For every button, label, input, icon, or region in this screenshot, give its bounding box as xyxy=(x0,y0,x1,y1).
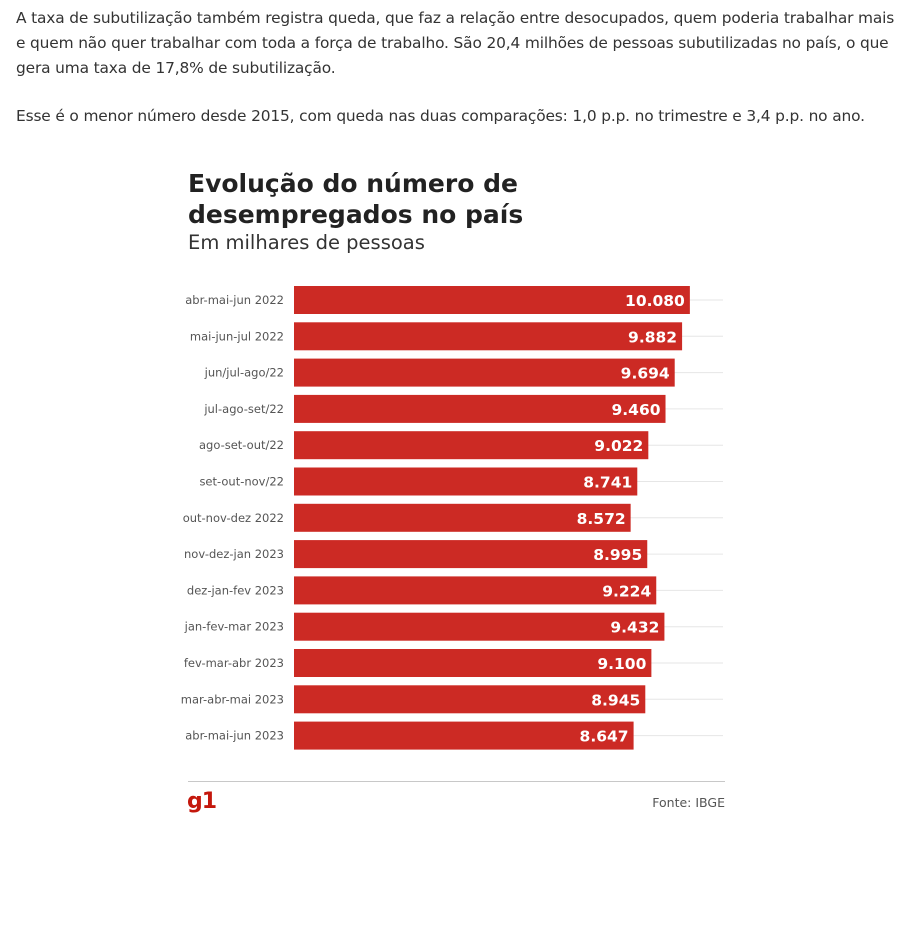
value-label: 8.572 xyxy=(577,510,626,528)
value-label: 9.100 xyxy=(597,655,646,673)
category-label: abr-mai-jun 2023 xyxy=(185,729,284,743)
bar xyxy=(294,467,638,496)
value-label: 9.882 xyxy=(628,328,677,346)
bar xyxy=(294,503,631,532)
category-label: jul-ago-set/22 xyxy=(203,402,284,416)
bar xyxy=(294,431,649,460)
article-paragraph: A taxa de subutilização também registra … xyxy=(16,9,895,77)
category-label: dez-jan-fev 2023 xyxy=(187,583,284,597)
source-note: Fonte: IBGE xyxy=(652,795,725,810)
bar xyxy=(294,286,690,314)
value-label: 9.694 xyxy=(621,365,670,383)
bar xyxy=(294,322,683,351)
value-label: 9.460 xyxy=(611,401,660,419)
article-text: A taxa de subutilização também registra … xyxy=(16,6,901,152)
category-label: abr-mai-jun 2022 xyxy=(185,293,284,307)
category-label: jan-fev-mar 2023 xyxy=(184,620,284,634)
category-label: out-nov-dez 2022 xyxy=(183,511,284,525)
bar xyxy=(294,358,675,387)
bar xyxy=(294,576,657,605)
bar xyxy=(294,721,634,750)
category-label: jun/jul-ago/22 xyxy=(204,366,284,380)
value-label: 10.080 xyxy=(625,292,685,310)
category-label: mar-abr-mai 2023 xyxy=(181,692,284,706)
bar xyxy=(294,612,665,641)
value-label: 9.022 xyxy=(594,437,643,455)
bar xyxy=(294,394,666,423)
value-label: 8.647 xyxy=(580,728,629,746)
chart-title: Evolução do número de desempregados no p… xyxy=(188,169,524,229)
value-label: 8.945 xyxy=(591,691,640,709)
value-label: 8.995 xyxy=(593,546,642,564)
value-label: 9.224 xyxy=(602,582,651,600)
article-paragraph: Esse é o menor número desde 2015, com qu… xyxy=(16,107,865,125)
g1-logo: g1 xyxy=(187,789,217,814)
chart-subtitle: Em milhares de pessoas xyxy=(188,231,425,254)
category-label: fev-mar-abr 2023 xyxy=(184,656,284,670)
footer-divider xyxy=(188,781,725,782)
category-label: mai-jun-jul 2022 xyxy=(190,329,284,343)
value-label: 9.432 xyxy=(610,619,659,637)
bar xyxy=(294,540,648,569)
bar xyxy=(294,649,652,677)
category-label: set-out-nov/22 xyxy=(199,475,284,489)
bar xyxy=(294,685,646,714)
category-label: ago-set-out/22 xyxy=(199,438,284,452)
category-label: nov-dez-jan 2023 xyxy=(184,547,284,561)
value-label: 8.741 xyxy=(583,474,632,492)
